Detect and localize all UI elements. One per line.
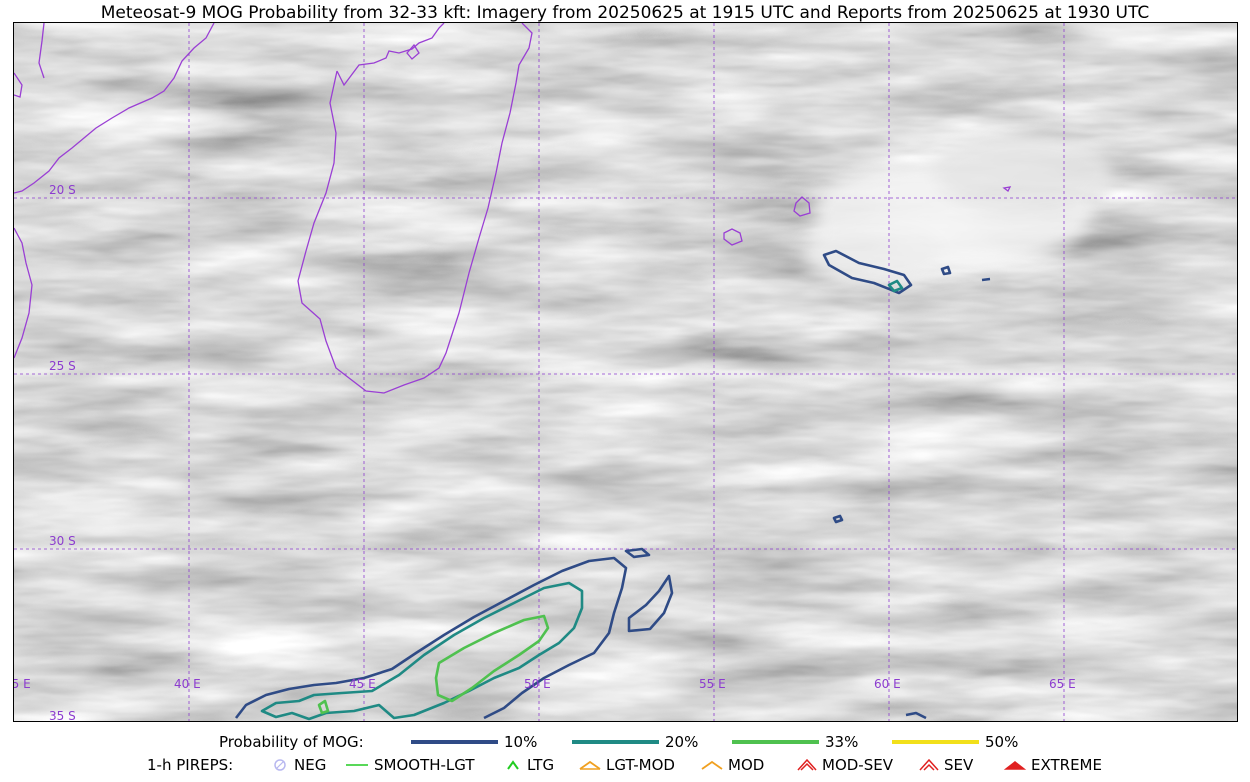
satellite-imagery — [14, 23, 1237, 721]
lon-labels: 35 E 40 E 45 E 50 E 55 E 60 E 65 E — [14, 677, 1076, 691]
legend-swatch-50pct — [892, 740, 979, 744]
mod-sev-caret-icon — [796, 758, 818, 772]
satellite-map: 20 S 25 S 30 S 35 S 35 E 40 E 45 E 50 E … — [13, 22, 1238, 722]
lat-labels: 20 S 25 S 30 S 35 S — [49, 183, 76, 722]
legend-item-20pct: 20% — [572, 733, 698, 751]
lon-label-60e: 60 E — [874, 677, 901, 691]
lat-label-20s: 20 S — [49, 183, 76, 197]
legend-item-10pct: 10% — [411, 733, 537, 751]
graticule — [14, 23, 1237, 721]
lon-label-40e: 40 E — [174, 677, 201, 691]
lon-label-45e: 45 E — [349, 677, 376, 691]
contour-20pct — [260, 279, 904, 721]
pirep-legend-label: 1-h PIREPS: — [147, 756, 234, 774]
lon-label-35e: 35 E — [14, 677, 31, 691]
coastlines — [14, 23, 1012, 394]
legend-item-smooth-lgt: SMOOTH-LGT — [346, 756, 475, 774]
legend-item-mod-sev: MOD-SEV — [796, 756, 893, 774]
sev-caret-icon — [918, 758, 940, 772]
legend-item-ltg: LTG — [505, 756, 554, 774]
legend-swatch-33pct — [732, 740, 819, 744]
lgt-mod-caret-icon — [578, 758, 602, 772]
lon-label-50e: 50 E — [524, 677, 551, 691]
legend-item-33pct: 33% — [732, 733, 858, 751]
madagascar-coastline — [297, 23, 533, 394]
mod-caret-icon — [700, 758, 724, 772]
contour-33pct — [317, 614, 550, 715]
probability-legend-label: Probability of MOG: — [219, 733, 364, 751]
legend-item-sev: SEV — [918, 756, 973, 774]
reunion-coastline — [723, 228, 743, 246]
neg-circle-icon — [272, 758, 290, 772]
legend-item-neg: NEG — [272, 756, 326, 774]
legend-item-mod: MOD — [700, 756, 764, 774]
legend-swatch-20pct — [572, 740, 659, 744]
smooth-line-icon — [346, 758, 370, 772]
legend-item-lgt-mod: LGT-MOD — [578, 756, 675, 774]
lon-label-65e: 65 E — [1049, 677, 1076, 691]
lat-label-25s: 25 S — [49, 359, 76, 373]
legend-item-50pct: 50% — [892, 733, 1018, 751]
mauritius-coastline — [793, 196, 811, 217]
legend-item-extreme: EXTREME — [1003, 756, 1102, 774]
lat-label-30s: 30 S — [49, 534, 76, 548]
lat-label-35s: 35 S — [49, 709, 76, 722]
cloud-cluster — [804, 133, 1114, 283]
lon-label-55e: 55 E — [699, 677, 726, 691]
contour-10pct — [234, 249, 991, 720]
ltg-caret-icon — [505, 758, 523, 772]
extreme-caret-icon — [1003, 758, 1027, 772]
map-title: Meteosat-9 MOG Probability from 32-33 kf… — [100, 3, 1150, 23]
africa-coastline — [14, 23, 215, 194]
legend-swatch-10pct — [411, 740, 498, 744]
